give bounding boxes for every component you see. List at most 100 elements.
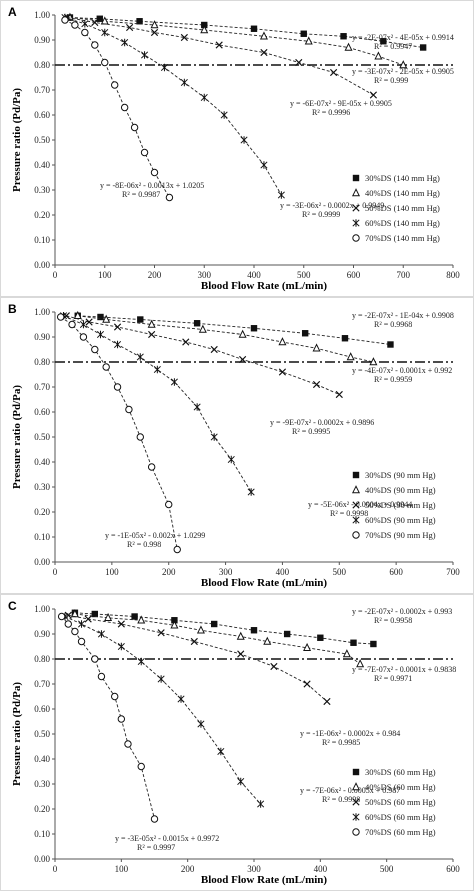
- data-point: [71, 627, 79, 636]
- data-point: [200, 93, 208, 102]
- data-point: [180, 33, 188, 42]
- data-point: [136, 433, 144, 441]
- series-2: [65, 12, 408, 69]
- data-point: [227, 455, 235, 464]
- data-point: [170, 620, 179, 629]
- panel-letter: A: [8, 5, 17, 19]
- data-point: [117, 715, 126, 723]
- x-tick-label: 600: [347, 270, 361, 280]
- x-tick-label: 0: [53, 567, 58, 577]
- x-tick-label: 400: [314, 864, 328, 874]
- x-tick-label: 0: [53, 270, 58, 280]
- x-axis-title: Blood Flow Rate (mL/min): [201, 280, 328, 292]
- x-tick-label: 500: [297, 270, 311, 280]
- x-tick-label: 700: [446, 567, 460, 577]
- series-2: [70, 609, 365, 668]
- data-point: [81, 28, 89, 37]
- data-point: [259, 31, 268, 40]
- y-tick-label: 0.80: [34, 357, 50, 367]
- legend-marker: [352, 798, 360, 806]
- data-point: [220, 111, 228, 119]
- data-point: [165, 500, 173, 509]
- data-point: [340, 33, 347, 40]
- data-point: [91, 18, 99, 27]
- legend-label: 40%DS (60 mm Hg): [365, 782, 436, 792]
- data-point: [182, 338, 190, 346]
- trend-r2: R² = 0.999: [374, 76, 408, 85]
- data-point: [97, 630, 105, 638]
- legend-label: 60%DS (140 mm Hg): [365, 218, 440, 228]
- y-axis-title: Pressure ratio (Pd/Pa): [11, 88, 23, 192]
- panel-frame: [0, 594, 474, 891]
- data-point: [263, 636, 272, 645]
- trend-equation: y = -3E-07x² - 2E-05x + 0.9905: [352, 67, 454, 76]
- data-point: [125, 405, 133, 414]
- x-axis-title: Blood Flow Rate (mL/min): [201, 577, 328, 589]
- chart-panel-a: A 0.00 0.10 0.20 0.30 0.40 0.50 0.60 0.70 0.80 0.9…: [0, 0, 474, 297]
- y-tick-label: 1.00: [34, 604, 50, 614]
- legend-label: 60%DS (90 mm Hg): [365, 515, 436, 525]
- trend-equation: y = -8E-06x² - 0.0013x + 1.0205: [100, 181, 204, 190]
- y-tick-label: 0.60: [34, 110, 50, 120]
- data-point: [330, 68, 338, 77]
- x-tick-label: 100: [115, 864, 129, 874]
- panel-letter: C: [8, 599, 17, 613]
- data-point: [56, 313, 65, 321]
- data-point: [387, 341, 394, 348]
- x-tick-label: 500: [380, 864, 394, 874]
- y-tick-label: 1.00: [34, 10, 50, 20]
- trend-equation: y = -2E-07x² - 0.0002x + 0.993: [352, 607, 452, 616]
- trend-equation: y = -9E-07x² - 0.0002x + 0.9896: [270, 418, 374, 427]
- data-point: [96, 15, 103, 22]
- data-point: [81, 20, 89, 28]
- y-tick-label: 0.50: [34, 135, 50, 145]
- legend-marker: [352, 174, 360, 182]
- data-point: [260, 161, 268, 169]
- trend-r2: R² = 0.9995: [292, 427, 330, 436]
- trend-equation: y = -1E-05x² - 0.002x + 1.0299: [105, 531, 205, 540]
- chart-panel-c: C 0.00 0.10 0.20 0.30 0.40 0.50 0.60 0.70 0.80 0.9…: [0, 594, 474, 891]
- data-point: [165, 193, 174, 202]
- trend-r2: R² = 0.9971: [374, 674, 412, 683]
- trend-r2: R² = 0.9958: [374, 616, 412, 625]
- data-point: [91, 41, 99, 49]
- x-tick-label: 100: [105, 567, 119, 577]
- data-point: [96, 330, 105, 339]
- legend-label: 50%DS (140 mm Hg): [365, 203, 440, 213]
- series-2: [73, 310, 378, 366]
- series-4: [61, 13, 285, 199]
- legend-marker: [352, 768, 360, 776]
- y-tick-label: 0.90: [34, 35, 50, 45]
- trend-r2: R² = 0.9997: [137, 843, 175, 852]
- x-tick-label: 300: [247, 864, 261, 874]
- data-point: [117, 620, 125, 628]
- data-point: [370, 640, 377, 648]
- data-point: [346, 352, 355, 361]
- legend-marker: [352, 516, 360, 524]
- data-point: [147, 319, 156, 328]
- x-tick-label: 0: [53, 864, 58, 874]
- legend-marker: [351, 188, 361, 197]
- data-point: [97, 672, 106, 681]
- data-point: [317, 634, 324, 641]
- data-point: [120, 103, 129, 112]
- data-point: [380, 38, 387, 45]
- data-point: [335, 390, 343, 399]
- x-axis-title: Blood Flow Rate (mL/min): [201, 874, 328, 886]
- data-point: [170, 378, 178, 386]
- data-point: [304, 36, 313, 45]
- data-point: [237, 650, 245, 658]
- legend-marker: [352, 813, 360, 821]
- y-tick-label: 0.20: [34, 210, 50, 220]
- trend-equation: y = -7E-07x² - 0.0001x + 0.9838: [352, 665, 456, 674]
- x-tick-label: 100: [98, 270, 112, 280]
- legend-marker: [351, 485, 361, 494]
- legend-label: 30%DS (90 mm Hg): [365, 470, 436, 480]
- data-point: [111, 81, 119, 89]
- legend-label: 30%DS (140 mm Hg): [365, 173, 440, 183]
- legend: 30%DS (140 mm Hg) 40%DS (140 mm Hg) 50%DS …: [351, 173, 440, 243]
- trendline: [77, 315, 391, 345]
- data-point: [61, 16, 69, 24]
- data-point: [303, 680, 311, 688]
